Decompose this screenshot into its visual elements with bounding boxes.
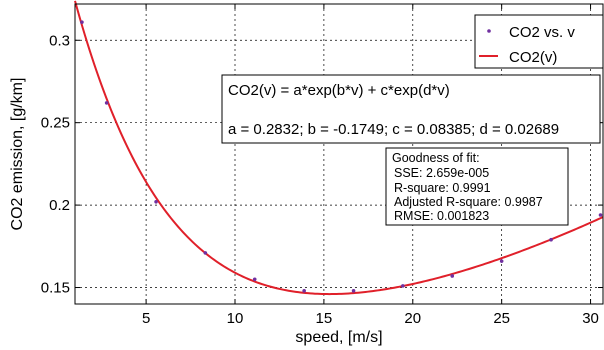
goodness-sse: SSE: 2.659e-005 xyxy=(394,166,489,180)
data-point xyxy=(598,213,603,217)
x-tick-label: 5 xyxy=(142,310,150,327)
goodness-rsquare: R-square: 0.9991 xyxy=(394,181,491,195)
goodness-rmse: RMSE: 0.001823 xyxy=(394,209,489,223)
legend-marker-points xyxy=(487,29,491,33)
data-point xyxy=(154,200,158,204)
fit-curve-layer xyxy=(74,0,604,296)
y-tick-label: 0.2 xyxy=(49,197,70,214)
data-points-layer xyxy=(80,20,603,293)
coefficients-text: a = 0.2832; b = -0.1749; c = 0.08385; d … xyxy=(228,121,559,138)
goodness-of-fit-box: Goodness of fit: SSE: 2.659e-005 R-squar… xyxy=(385,147,569,226)
goodness-box-frame xyxy=(385,147,569,226)
data-point xyxy=(401,284,405,288)
y-tick-label: 0.25 xyxy=(41,115,70,132)
data-point xyxy=(450,274,455,278)
legend: CO2 vs. v CO2(v) xyxy=(474,14,604,69)
data-point xyxy=(80,20,84,24)
legend-entry-points: CO2 vs. v xyxy=(509,24,575,41)
x-tick-label: 20 xyxy=(404,310,421,327)
x-tick-label: 15 xyxy=(316,310,333,327)
goodness-adj-rsquare: Adjusted R-square: 0.9987 xyxy=(394,195,543,209)
legend-entry-fit: CO2(v) xyxy=(509,49,557,66)
x-tick-label: 30 xyxy=(582,310,599,327)
equation-box: CO2(v) = a*exp(b*v) + c*exp(d*v) a = 0.2… xyxy=(221,74,601,144)
data-point xyxy=(351,289,356,293)
y-tick-label: 0.3 xyxy=(49,32,70,49)
data-point xyxy=(549,237,553,242)
data-point xyxy=(104,101,109,105)
y-tick-label: 0.15 xyxy=(41,280,70,297)
data-point xyxy=(203,251,208,255)
x-tick-label: 10 xyxy=(227,310,244,327)
equation-text: CO2(v) = a*exp(b*v) + c*exp(d*v) xyxy=(228,82,450,99)
goodness-title: Goodness of fit: xyxy=(392,151,480,165)
x-tick-label: 25 xyxy=(493,310,510,327)
data-point xyxy=(499,259,504,263)
legend-box xyxy=(474,14,604,69)
data-point xyxy=(302,289,306,293)
axes-frame xyxy=(74,3,604,305)
y-axis-label: CO2 emission, [g/km] xyxy=(9,78,26,231)
x-axis-label: speed, [m/s] xyxy=(295,329,382,346)
equation-box-frame xyxy=(221,74,601,144)
data-point xyxy=(252,277,257,282)
ticks-layer: 5 10 15 20 25 30 0.15 0.2 0.25 0.3 xyxy=(41,4,603,327)
fit-curve xyxy=(74,0,604,296)
